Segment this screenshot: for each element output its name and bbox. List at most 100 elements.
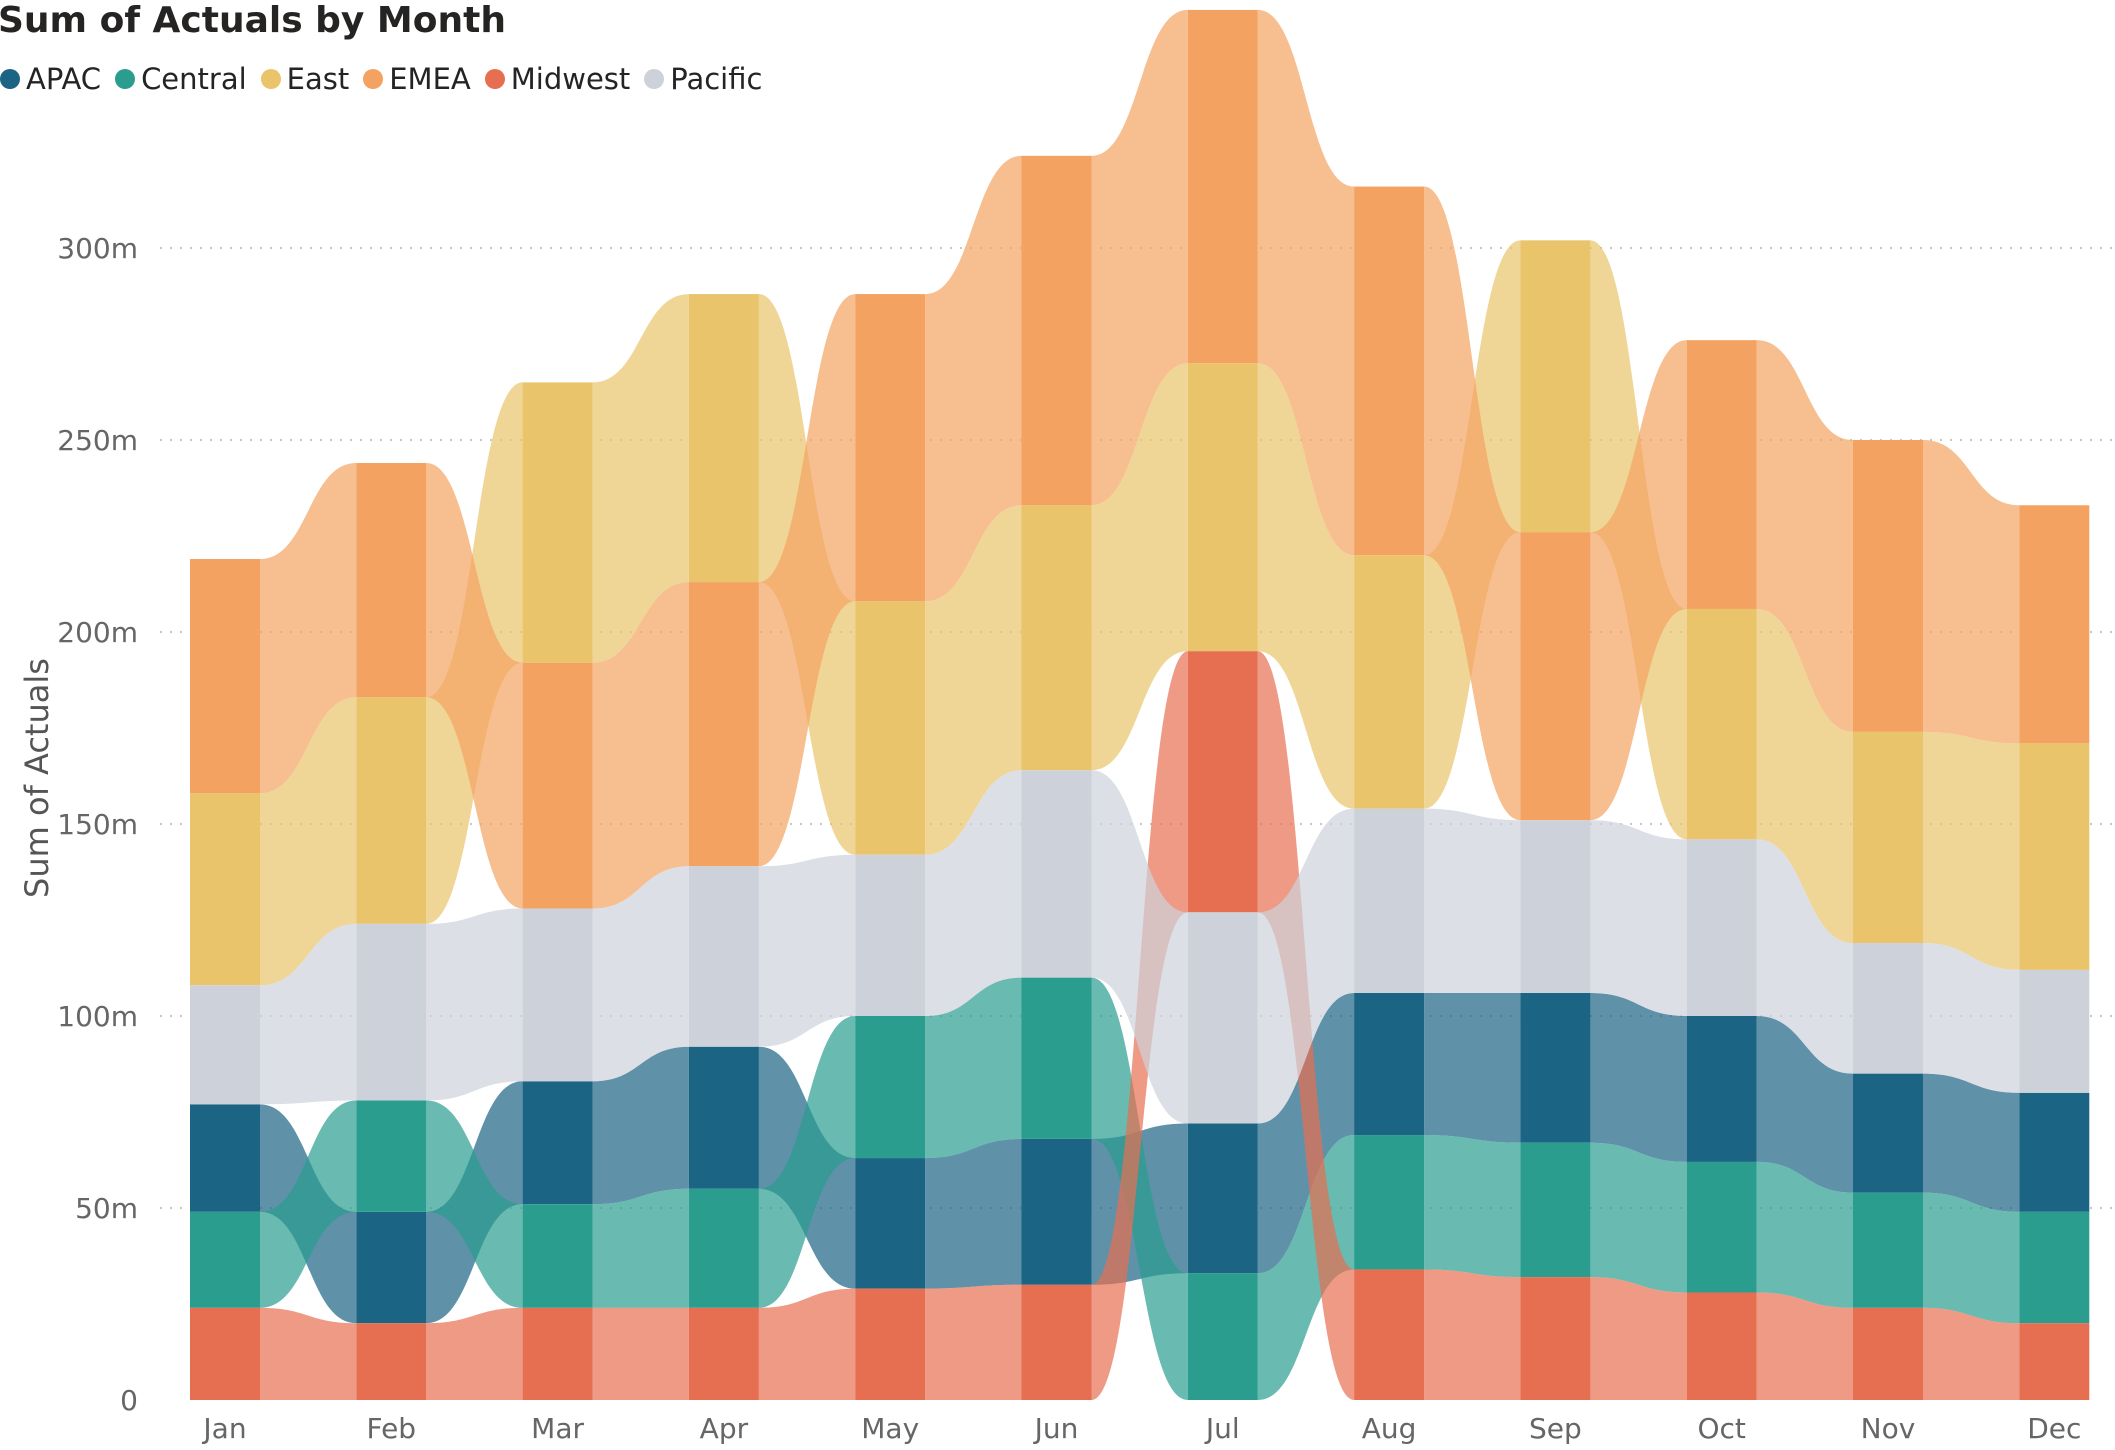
segment-midwest-aug[interactable] [1354, 1269, 1425, 1400]
segment-pacific-mar[interactable] [522, 908, 593, 1082]
legend-item-east[interactable]: East [260, 62, 349, 96]
ribbon-midwest [426, 1307, 523, 1400]
segment-east-apr[interactable] [688, 294, 759, 583]
ribbon-midwest [925, 1284, 1022, 1400]
segment-emea-nov[interactable] [1853, 440, 1923, 732]
ribbon-pacific [592, 866, 689, 1082]
segment-apac-nov[interactable] [1853, 1073, 1923, 1193]
segment-apac-mar[interactable] [522, 1081, 593, 1205]
segment-apac-jun[interactable] [1021, 1138, 1092, 1285]
segment-pacific-oct[interactable] [1686, 839, 1757, 1016]
segment-east-aug[interactable] [1354, 555, 1425, 809]
segment-emea-jan[interactable] [190, 559, 260, 794]
segment-pacific-dec[interactable] [2019, 969, 2090, 1093]
ribbon-east [925, 505, 1022, 855]
segment-central-oct[interactable] [1686, 1161, 1757, 1293]
segment-apac-may[interactable] [855, 1158, 926, 1289]
x-tick-label: Mar [531, 1412, 584, 1445]
segment-emea-mar[interactable] [522, 662, 593, 909]
segment-midwest-may[interactable] [855, 1288, 926, 1400]
segment-pacific-nov[interactable] [1853, 943, 1923, 1074]
segment-east-dec[interactable] [2019, 743, 2090, 970]
segment-emea-jul[interactable] [1187, 9, 1258, 364]
segment-east-may[interactable] [855, 601, 926, 855]
segment-east-sep[interactable] [1520, 240, 1591, 533]
segment-pacific-jan[interactable] [190, 985, 260, 1105]
segment-apac-jul[interactable] [1187, 1123, 1258, 1274]
segment-pacific-jul[interactable] [1187, 912, 1258, 1124]
segment-midwest-jul[interactable] [1187, 651, 1258, 913]
segment-emea-sep[interactable] [1520, 532, 1591, 821]
legend-item-emea[interactable]: EMEA [363, 62, 471, 96]
segment-pacific-sep[interactable] [1520, 820, 1591, 993]
segment-central-jul[interactable] [1187, 1273, 1258, 1400]
ribbon-central [925, 977, 1022, 1159]
segment-emea-may[interactable] [855, 294, 926, 602]
segment-apac-dec[interactable] [2019, 1092, 2090, 1212]
segment-emea-oct[interactable] [1686, 340, 1757, 609]
legend-item-pacific[interactable]: Pacific [644, 62, 762, 96]
segment-central-aug[interactable] [1354, 1135, 1425, 1270]
segment-midwest-feb[interactable] [356, 1323, 427, 1400]
segment-emea-feb[interactable] [356, 463, 427, 698]
segment-central-feb[interactable] [356, 1100, 427, 1212]
segment-east-jul[interactable] [1187, 363, 1258, 652]
legend-item-midwest[interactable]: Midwest [484, 62, 630, 96]
segment-midwest-oct[interactable] [1686, 1292, 1757, 1400]
segment-central-may[interactable] [855, 1016, 926, 1159]
y-tick-label: 50m [75, 1192, 138, 1225]
segment-midwest-jan[interactable] [190, 1307, 260, 1400]
ribbon-apac [1923, 1073, 2020, 1212]
segment-east-jan[interactable] [190, 793, 260, 986]
legend-item-apac[interactable]: APAC [0, 62, 101, 96]
segment-midwest-nov[interactable] [1853, 1307, 1923, 1400]
segment-east-mar[interactable] [522, 382, 593, 663]
ribbon-east [1257, 363, 1355, 809]
segment-east-jun[interactable] [1021, 505, 1092, 771]
ribbon-pacific [1257, 808, 1355, 1124]
segment-midwest-sep[interactable] [1520, 1277, 1591, 1400]
legend-marker [363, 69, 384, 89]
segment-midwest-mar[interactable] [522, 1307, 593, 1400]
segment-apac-oct[interactable] [1686, 1016, 1757, 1162]
segment-east-feb[interactable] [356, 697, 427, 924]
segment-pacific-apr[interactable] [688, 866, 759, 1047]
legend-label: Pacific [670, 62, 763, 96]
ribbon-midwest [1424, 1269, 1521, 1400]
segment-central-dec[interactable] [2019, 1211, 2090, 1324]
segment-central-sep[interactable] [1520, 1142, 1591, 1278]
x-tick-label: Dec [2027, 1412, 2081, 1445]
legend-item-central[interactable]: Central [115, 62, 247, 96]
segment-apac-apr[interactable] [688, 1046, 759, 1189]
segment-east-oct[interactable] [1686, 608, 1757, 840]
segment-east-nov[interactable] [1853, 731, 1923, 944]
segment-emea-aug[interactable] [1354, 186, 1425, 556]
segment-central-jan[interactable] [190, 1211, 260, 1308]
segment-midwest-dec[interactable] [2019, 1323, 2090, 1400]
segment-central-jun[interactable] [1021, 977, 1092, 1139]
segment-midwest-apr[interactable] [688, 1307, 759, 1400]
ribbon-pacific [260, 923, 357, 1105]
segment-apac-feb[interactable] [356, 1211, 427, 1324]
x-tick-label: Jan [201, 1412, 246, 1445]
segment-apac-aug[interactable] [1354, 992, 1425, 1136]
segment-central-nov[interactable] [1853, 1192, 1923, 1308]
ribbon-emea [1590, 340, 1687, 821]
segment-emea-dec[interactable] [2019, 505, 2090, 744]
segment-pacific-may[interactable] [855, 854, 926, 1016]
segment-pacific-jun[interactable] [1021, 770, 1092, 978]
segment-emea-apr[interactable] [688, 582, 759, 867]
segment-central-apr[interactable] [688, 1188, 759, 1308]
x-tick-label: Feb [367, 1412, 417, 1445]
ribbon-emea [426, 463, 523, 909]
segment-apac-sep[interactable] [1520, 992, 1591, 1143]
segment-central-mar[interactable] [522, 1204, 593, 1308]
segment-pacific-aug[interactable] [1354, 808, 1425, 993]
ribbon-pacific [1590, 820, 1687, 1016]
segment-apac-jan[interactable] [190, 1104, 260, 1212]
segment-emea-jun[interactable] [1021, 155, 1092, 506]
segment-pacific-feb[interactable] [356, 923, 427, 1101]
ribbon-apac [1424, 992, 1521, 1143]
legend-marker [484, 69, 505, 89]
segment-midwest-jun[interactable] [1021, 1284, 1092, 1400]
